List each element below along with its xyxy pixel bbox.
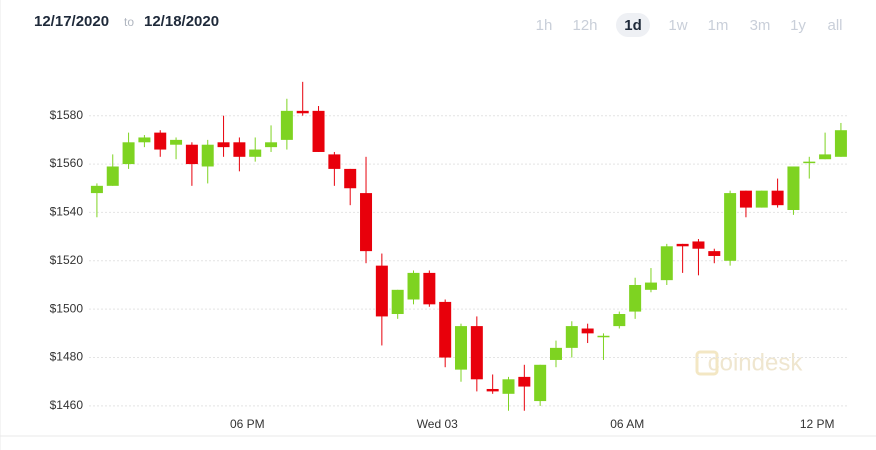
range-button[interactable]: 1d [624, 17, 642, 34]
candle-body [280, 110, 293, 140]
candle-body [185, 144, 198, 165]
candle-body [328, 154, 341, 169]
candle-body [549, 347, 562, 360]
candle-body [249, 149, 262, 157]
candle-body [407, 272, 420, 300]
candle-body [629, 284, 642, 312]
candle-body [423, 272, 436, 305]
candle-body [803, 161, 816, 164]
candle-body [455, 326, 468, 370]
candle-body [296, 110, 309, 114]
range-button[interactable]: all [827, 17, 842, 34]
y-tick-label: $1520 [50, 253, 84, 267]
candle-body [565, 326, 578, 348]
range-button[interactable]: 1m [708, 17, 729, 34]
candle-body [739, 190, 752, 208]
candle-body [771, 190, 784, 206]
watermark-logo [695, 350, 719, 376]
candle-body [819, 154, 832, 160]
y-tick-label: $1480 [50, 350, 84, 364]
range-selected-bg [616, 13, 650, 37]
candle-body [755, 190, 768, 208]
candle-body [265, 142, 278, 148]
candle-body [201, 144, 214, 167]
y-tick-label: $1500 [50, 301, 84, 315]
candle-body [486, 388, 499, 392]
candle-body [122, 142, 135, 165]
range-button[interactable]: 3m [750, 17, 771, 34]
candle-body [360, 193, 373, 252]
range-button[interactable]: 1w [668, 17, 687, 34]
date-from: 12/17/2020 [34, 13, 109, 30]
candle-body [581, 328, 594, 334]
x-tick-label: 06 PM [230, 417, 265, 431]
y-tick-label: $1560 [50, 156, 84, 170]
range-button[interactable]: 1h [536, 17, 553, 34]
date-separator: to [124, 15, 134, 29]
candle-body [502, 379, 515, 394]
candle-body [375, 265, 388, 317]
candle-body [834, 130, 847, 157]
candle-body [138, 137, 151, 143]
candle-body [534, 364, 547, 402]
candle-body [312, 110, 325, 152]
candle-body [217, 142, 230, 148]
date-to: 12/18/2020 [144, 13, 219, 30]
candle-body [708, 251, 721, 256]
y-tick-label: $1540 [50, 205, 84, 219]
range-button[interactable]: 12h [572, 17, 597, 34]
candle-body [106, 166, 119, 186]
x-tick-label: 06 AM [610, 417, 644, 431]
y-tick-label: $1580 [50, 108, 84, 122]
candle-body [597, 335, 610, 338]
candle-body [518, 376, 531, 387]
candle-body [613, 314, 626, 327]
watermark: coindesk [708, 349, 804, 376]
x-tick-label: 12 PM [800, 417, 835, 431]
candle-body [676, 243, 689, 247]
candle-body [233, 142, 246, 157]
candle-body [470, 326, 483, 380]
candle-body [724, 193, 737, 261]
y-tick-label: $1460 [50, 398, 84, 412]
candle-body [170, 139, 183, 145]
range-button[interactable]: 1y [790, 17, 806, 34]
candle-body [692, 241, 705, 249]
candle-body [344, 168, 357, 189]
candle-body [787, 166, 800, 211]
candle-body [660, 246, 673, 281]
x-tick-label: Wed 03 [417, 417, 458, 431]
candle-body [391, 289, 404, 315]
candle-body [90, 185, 103, 194]
candle-body [154, 132, 167, 150]
candle-body [439, 301, 452, 358]
candle-body [644, 282, 657, 290]
